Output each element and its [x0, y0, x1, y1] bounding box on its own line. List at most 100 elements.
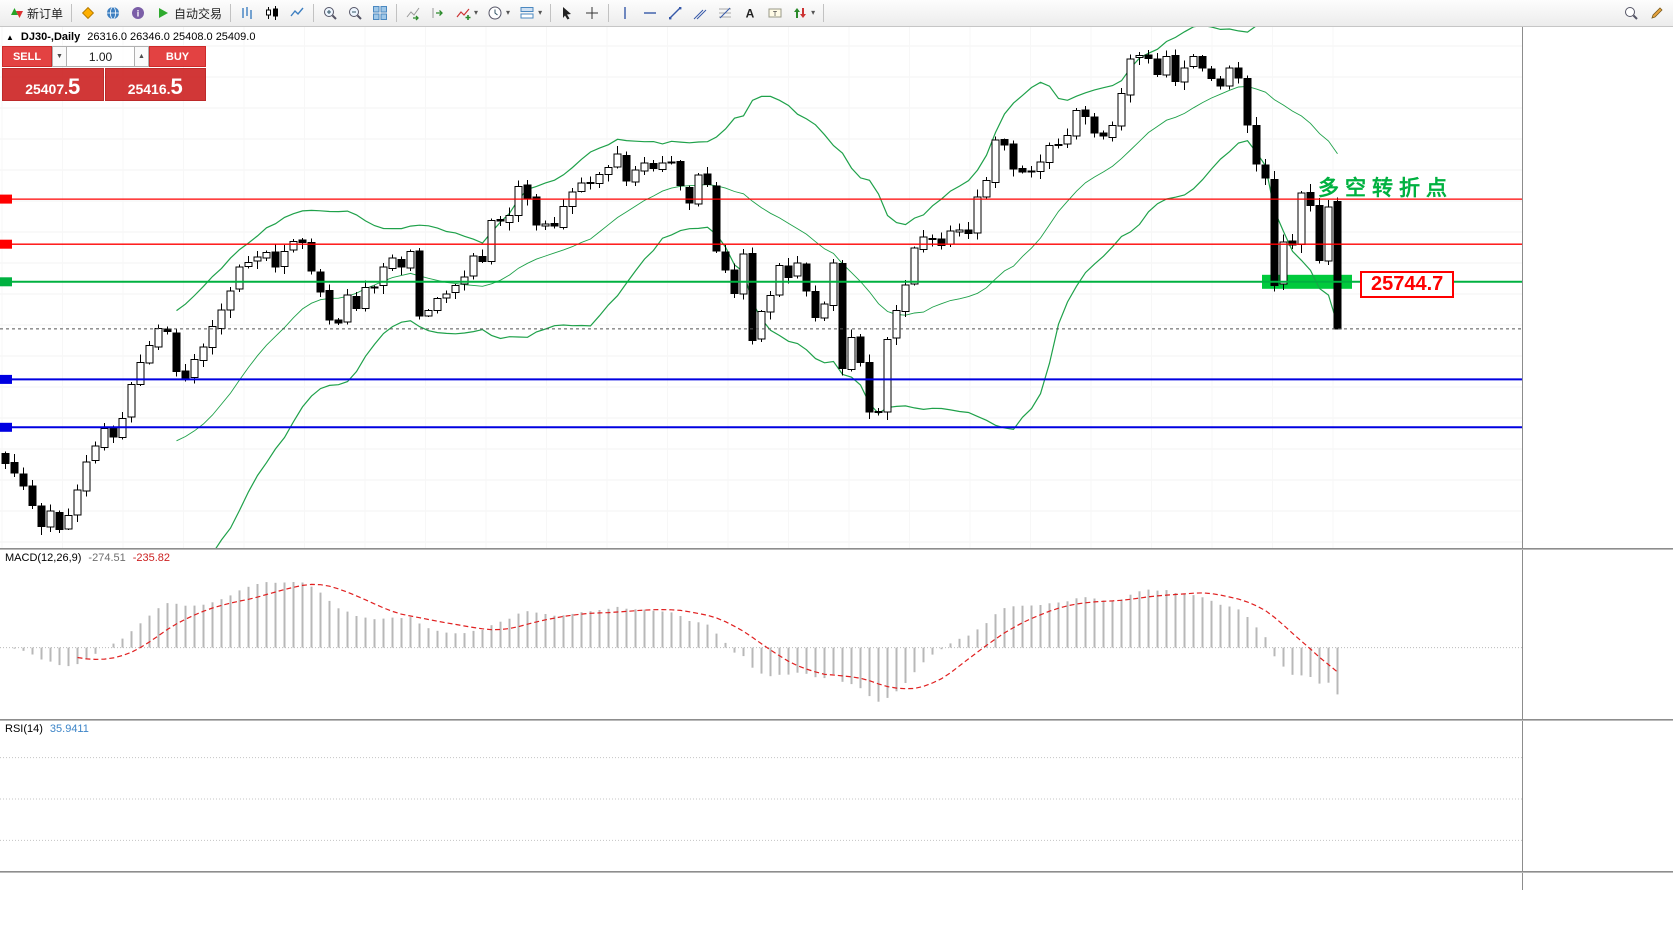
community-button[interactable] [101, 2, 125, 24]
label-tool-button[interactable]: T [763, 2, 787, 24]
vertical-line-icon [624, 7, 626, 19]
rsi-header: RSI(14) 35.9411 [5, 723, 89, 735]
dropdown-caret-icon: ▾ [811, 8, 816, 17]
macd-signal-value: -235.82 [132, 552, 171, 564]
rsi-panel-canvas[interactable] [0, 720, 1522, 871]
timeframes-menu-button[interactable]: ▾ [483, 2, 514, 24]
channel-tool-button[interactable] [688, 2, 712, 24]
info-button[interactable]: i [126, 2, 150, 24]
auto-scroll-icon [406, 7, 420, 21]
cursor-button[interactable] [555, 2, 579, 24]
svg-text:T: T [773, 11, 778, 18]
play-icon [159, 8, 169, 18]
candles [1, 49, 1342, 535]
svg-text:A: A [746, 7, 755, 21]
macd-value: -274.51 [88, 552, 126, 564]
new-order-button[interactable]: 新订单 [4, 2, 67, 24]
line-edge-tag [0, 374, 12, 384]
bollinger-band-line [176, 85, 1338, 442]
one-click-trade-panel: SELL ▼ ▲ BUY 25407.5 25416.5 [2, 46, 206, 101]
volume-input[interactable] [67, 46, 134, 67]
panel-splitter[interactable] [0, 548, 1673, 550]
trendline-icon [669, 7, 682, 20]
candlestick-chart-button[interactable] [260, 2, 284, 24]
indicators-button[interactable]: ▾ [451, 2, 482, 24]
buy-price-main: 25416. [127, 80, 171, 97]
search-icon [1625, 7, 1638, 20]
sell-price-pips: 5 [68, 74, 81, 100]
channel-icon [693, 9, 707, 20]
pivot-annotation-text[interactable]: 多空转折点 [1318, 177, 1453, 200]
new-order-label: 新订单 [27, 6, 64, 21]
buy-button[interactable]: BUY [149, 46, 206, 67]
bar-chart-button[interactable] [235, 2, 259, 24]
bollinger-band-line [215, 140, 1339, 548]
trendline-tool-button[interactable] [663, 2, 687, 24]
macd-signal-line [77, 583, 1338, 690]
line-edge-tag [0, 422, 12, 432]
edit-button[interactable] [1645, 2, 1669, 24]
sell-price-button[interactable]: 25407. 5 [2, 68, 104, 101]
metaeditor-button[interactable] [76, 2, 100, 24]
fibonacci-icon [719, 7, 732, 19]
toolbar-separator [823, 4, 825, 22]
clock-icon [488, 6, 502, 20]
svg-text:i: i [137, 9, 140, 19]
tile-windows-button[interactable] [368, 2, 392, 24]
symbol-period-label: DJ30-,Daily [20, 31, 81, 43]
new-order-icon [11, 8, 23, 18]
horizontal-line-icon [644, 12, 657, 14]
main-chart-canvas[interactable] [0, 27, 1522, 548]
label-icon: T [768, 8, 782, 18]
templates-button[interactable]: ▾ [515, 2, 546, 24]
info-icon: i [132, 7, 145, 19]
bar-chart-icon [242, 7, 252, 19]
price-scale[interactable] [1522, 27, 1673, 890]
panel-splitter[interactable] [0, 719, 1673, 721]
toolbar: 新订单 i 自动交易 [0, 0, 1673, 27]
dropdown-caret-icon: ▾ [474, 8, 479, 17]
globe-icon [107, 6, 120, 20]
buy-price-pips: 5 [170, 74, 183, 100]
candlestick-icon [266, 6, 279, 20]
volume-increase-button[interactable]: ▲ [134, 46, 149, 67]
toolbar-separator [550, 4, 552, 22]
horizontal-line-tool-button[interactable] [638, 2, 662, 24]
pencil-icon [1651, 7, 1663, 19]
macd-panel-canvas[interactable] [0, 549, 1522, 719]
arrows-tool-button[interactable]: ▾ [788, 2, 819, 24]
zoom-in-icon [324, 7, 337, 20]
indicators-icon [456, 8, 471, 20]
line-chart-icon [290, 7, 304, 17]
text-tool-button[interactable]: A [738, 2, 762, 24]
rsi-label: RSI(14) [5, 723, 43, 735]
dropdown-caret-icon: ▾ [538, 8, 543, 17]
line-chart-button[interactable] [285, 2, 309, 24]
buy-price-button[interactable]: 25416. 5 [104, 68, 206, 101]
crosshair-button[interactable] [580, 2, 604, 24]
chart-shift-button[interactable] [426, 2, 450, 24]
metaeditor-icon [81, 6, 95, 20]
chart-area: ▲ DJ30-,Daily 26316.0 26346.0 25408.0 25… [0, 27, 1673, 949]
algo-trading-button[interactable]: 自动交易 [151, 2, 226, 24]
dropdown-caret-icon: ▾ [506, 8, 511, 17]
line-edge-tag [0, 277, 12, 287]
volume-decrease-button[interactable]: ▼ [52, 46, 67, 67]
vertical-line-tool-button[interactable] [613, 2, 637, 24]
cursor-icon [563, 7, 572, 20]
sell-button[interactable]: SELL [2, 46, 52, 67]
toolbar-separator [313, 4, 315, 22]
ohlc-values: 26316.0 26346.0 25408.0 25409.0 [87, 31, 256, 43]
fibonacci-tool-button[interactable] [713, 2, 737, 24]
macd-label: MACD(12,26,9) [5, 552, 82, 564]
toolbar-right-group [1619, 2, 1669, 24]
trade-panel-toggle[interactable]: ▲ [6, 32, 14, 42]
algo-trading-label: 自动交易 [174, 6, 223, 21]
pivot-price-label[interactable]: 25744.7 [1360, 271, 1455, 298]
zoom-out-button[interactable] [343, 2, 367, 24]
toolbar-separator [608, 4, 610, 22]
auto-scroll-button[interactable] [401, 2, 425, 24]
panel-splitter[interactable] [0, 871, 1673, 873]
search-button[interactable] [1619, 2, 1643, 24]
zoom-in-button[interactable] [318, 2, 342, 24]
